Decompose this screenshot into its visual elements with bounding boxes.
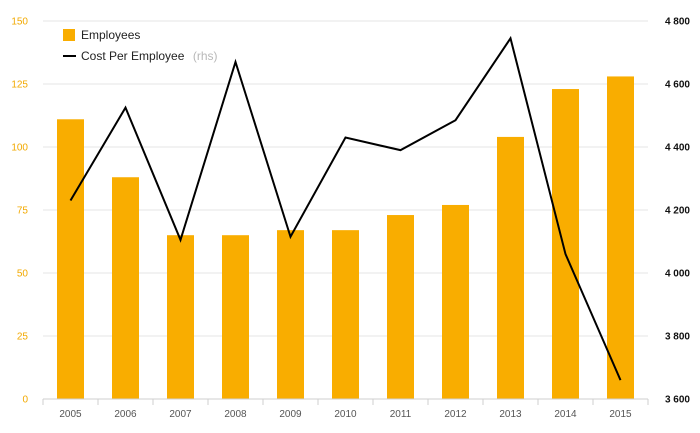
right-tick-label-3800: 3 800 (665, 332, 690, 343)
x-tick-label-2006: 2006 (114, 409, 137, 420)
left-tick-label-50: 50 (17, 269, 29, 280)
cost-per-employee-line (69, 35, 622, 381)
right-tick-label-4400: 4 400 (665, 143, 690, 154)
left-tick-label-100: 100 (11, 143, 28, 154)
x-axis (42, 398, 649, 405)
x-tick-label-2010: 2010 (334, 409, 357, 420)
bar-employees-2009 (277, 230, 304, 399)
right-tick-label-4200: 4 200 (665, 206, 690, 217)
right-tick-label-4000: 4 000 (665, 269, 690, 280)
bar-employees-2007 (167, 235, 194, 399)
gridlines (43, 20, 648, 337)
left-y-axis-ticks: 0 25 50 75 100 125 150 (11, 17, 28, 406)
employees-bars (57, 76, 634, 400)
legend-label-cost-per-employee: Cost Per Employee (rhs) (81, 47, 218, 64)
bar-employees-2008 (222, 235, 249, 399)
right-tick-label-4600: 4 600 (665, 80, 690, 91)
x-tick-label-2012: 2012 (444, 409, 467, 420)
bar-employees-2013 (497, 136, 524, 400)
legend-label-rhs-suffix: (rhs) (193, 49, 218, 63)
legend-swatch-employees (63, 29, 75, 41)
x-tick-label-2008: 2008 (224, 409, 247, 420)
left-tick-label-150: 150 (11, 17, 28, 28)
left-tick-label-0: 0 (22, 395, 28, 406)
bar-employees-2006 (112, 177, 139, 399)
x-tick-label-2011: 2011 (390, 409, 412, 420)
right-tick-label-4800: 4 800 (665, 17, 690, 28)
bar-employees-2010 (332, 230, 359, 399)
bar-employees-2011 (387, 215, 414, 399)
bar-employees-2015 (607, 76, 634, 399)
x-tick-label-2005: 2005 (59, 409, 82, 420)
x-tick-label-2007: 2007 (169, 409, 192, 420)
bar-employees-2014 (552, 89, 579, 399)
right-tick-label-3600: 3 600 (665, 395, 690, 406)
right-y-axis-ticks: 3 600 3 800 4 000 4 200 4 400 4 600 4 800 (665, 17, 690, 406)
x-tick-label-2014: 2014 (554, 409, 577, 420)
left-tick-label-75: 75 (17, 206, 29, 217)
left-tick-label-125: 125 (11, 80, 28, 91)
left-tick-label-25: 25 (17, 332, 29, 343)
bar-employees-2005 (57, 119, 84, 399)
x-tick-label-2009: 2009 (279, 409, 302, 420)
x-tick-label-2013: 2013 (499, 409, 522, 420)
x-tick-label-2015: 2015 (609, 409, 632, 420)
legend: Employees Cost Per Employee (rhs) (63, 28, 218, 64)
bar-employees-2012 (442, 204, 469, 399)
legend-label-employees: Employees (81, 28, 140, 42)
legend-label-cost-per-employee-name: Cost Per Employee (81, 49, 185, 63)
x-axis-ticks: 2005 2006 2007 2008 2009 2010 2011 2012 2013 2014… (59, 409, 632, 420)
